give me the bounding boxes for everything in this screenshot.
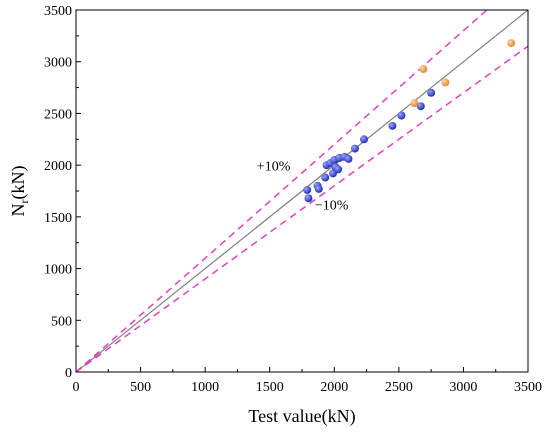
data-point-s0-17: [397, 111, 406, 120]
y-axis-label-rest: (kN): [8, 166, 29, 200]
x-axis-ticks: 0 500 1000 1500 2000 2500 3000 3500: [73, 367, 542, 395]
y-axis-label-main: N: [8, 204, 28, 217]
data-point-s0-4: [321, 173, 330, 182]
data-point-s0-13: [344, 154, 353, 163]
data-point-s0-14: [350, 144, 359, 153]
annotation-label: +10%: [257, 159, 291, 174]
data-point-s0-16: [388, 121, 397, 130]
data-point-s0-19: [427, 88, 436, 97]
y-tick-label: 0: [65, 366, 72, 381]
y-tick-label: 3500: [44, 4, 72, 19]
x-tick-label: 2500: [385, 380, 413, 395]
y-axis-ticks: 0 500 1000 1500 2000 2500 3000 3500: [44, 4, 81, 381]
data-point-s1-1: [419, 64, 428, 73]
x-tick-label: 1000: [191, 380, 219, 395]
x-axis-label: Test value(kN): [248, 406, 355, 427]
data-point-s0-1: [304, 194, 313, 203]
data-point-s1-2: [441, 78, 450, 87]
data-point-s0-3: [314, 184, 323, 193]
y-tick-label: 2500: [44, 107, 72, 122]
data-point-s1-0: [410, 99, 419, 108]
x-tick-label: 0: [73, 380, 80, 395]
reference-line-lower-10: [76, 45, 528, 372]
x-tick-label: 1500: [256, 380, 284, 395]
data-point-s1-3: [507, 39, 516, 48]
reference-line-upper-10: [76, 10, 489, 372]
reference-lines: [76, 10, 528, 372]
annotations: +10% −10%: [257, 159, 349, 213]
data-point-s0-18: [416, 102, 425, 111]
data-point-s0-10: [334, 165, 343, 174]
x-tick-label: 3000: [449, 380, 477, 395]
x-tick-label: 3500: [514, 380, 542, 395]
x-tick-label: 2000: [320, 380, 348, 395]
y-tick-label: 500: [51, 314, 72, 329]
y-axis-label-sub: r: [17, 200, 31, 204]
x-tick-label: 500: [130, 380, 151, 395]
y-tick-label: 2000: [44, 159, 72, 174]
y-tick-label: 1000: [44, 263, 72, 278]
reference-line-equality: [76, 10, 528, 372]
y-tick-label: 1500: [44, 211, 72, 226]
y-tick-label: 3000: [44, 56, 72, 71]
y-axis-label: Nr(kN): [8, 166, 31, 217]
data-point-s0-15: [359, 135, 368, 144]
annotation-label: −10%: [315, 199, 349, 214]
data-point-s0-0: [303, 185, 312, 194]
data-points: [303, 39, 516, 203]
